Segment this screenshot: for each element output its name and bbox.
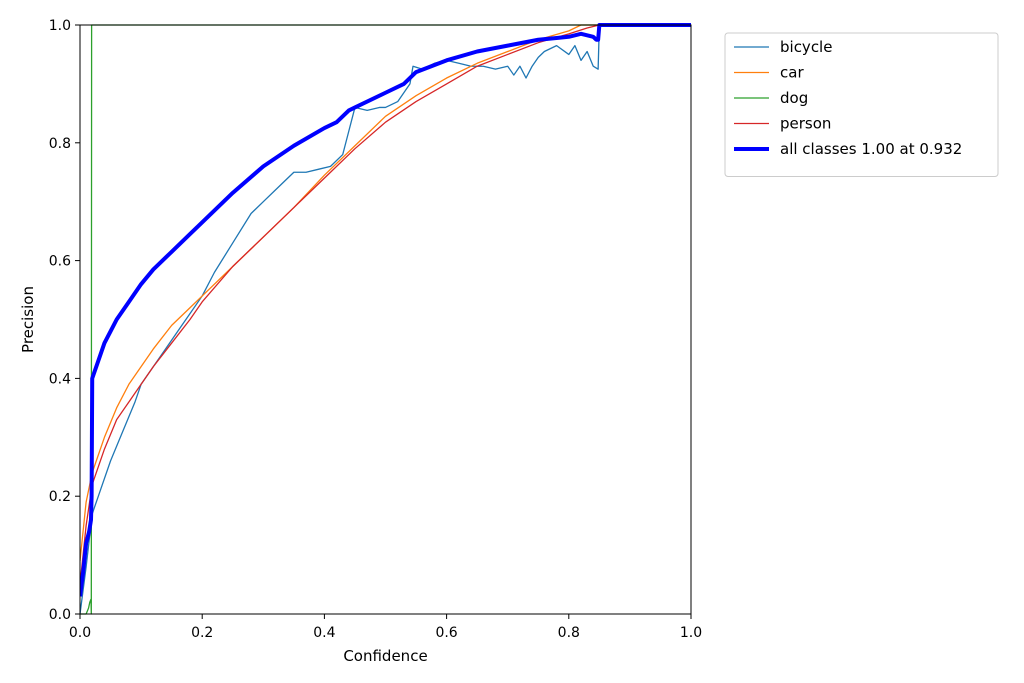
x-axis: 0.0 0.2 0.4 0.6 0.8 1.0 — [69, 614, 702, 641]
series-line-bicycle — [80, 24, 691, 615]
legend-label: car — [780, 64, 804, 82]
series-line-dog — [80, 24, 691, 615]
y-tick-label: 0.6 — [49, 254, 71, 270]
x-tick-label: 0.4 — [313, 625, 335, 641]
y-axis-title: Precision — [19, 286, 37, 353]
legend-label: bicycle — [780, 38, 832, 56]
x-tick-label: 1.0 — [680, 625, 702, 641]
y-tick-label: 0.8 — [49, 136, 71, 152]
legend-item: car — [734, 64, 804, 82]
y-axis: 0.0 0.2 0.4 0.6 0.8 1.0 — [49, 18, 80, 623]
y-tick-label: 0.0 — [49, 607, 71, 623]
x-tick-label: 0.0 — [69, 625, 91, 641]
series-line-person — [80, 24, 691, 585]
legend-label: all classes 1.00 at 0.932 — [780, 140, 962, 158]
legend-label: person — [780, 115, 831, 133]
legend-item: bicycle — [734, 38, 832, 56]
legend-box — [724, 32, 999, 177]
legend: bicycle car dog person all classes 1.00 at 0… — [724, 32, 999, 177]
y-tick-label: 0.2 — [49, 489, 71, 505]
legend-item: person — [734, 115, 831, 133]
plot-frame — [79, 24, 692, 615]
plot-area — [79, 23, 692, 615]
series-lines — [80, 23, 691, 615]
y-tick-label: 1.0 — [49, 18, 71, 34]
legend-item: dog — [734, 89, 808, 107]
x-tick-label: 0.8 — [558, 625, 580, 641]
y-tick-label: 0.4 — [49, 371, 71, 387]
x-axis-title: Confidence — [343, 647, 427, 665]
series-line-all — [80, 23, 691, 597]
series-line-car — [80, 24, 691, 562]
x-tick-label: 0.2 — [191, 625, 213, 641]
legend-label: dog — [780, 89, 808, 107]
x-tick-label: 0.6 — [435, 625, 457, 641]
legend-item: all classes 1.00 at 0.932 — [734, 140, 962, 158]
